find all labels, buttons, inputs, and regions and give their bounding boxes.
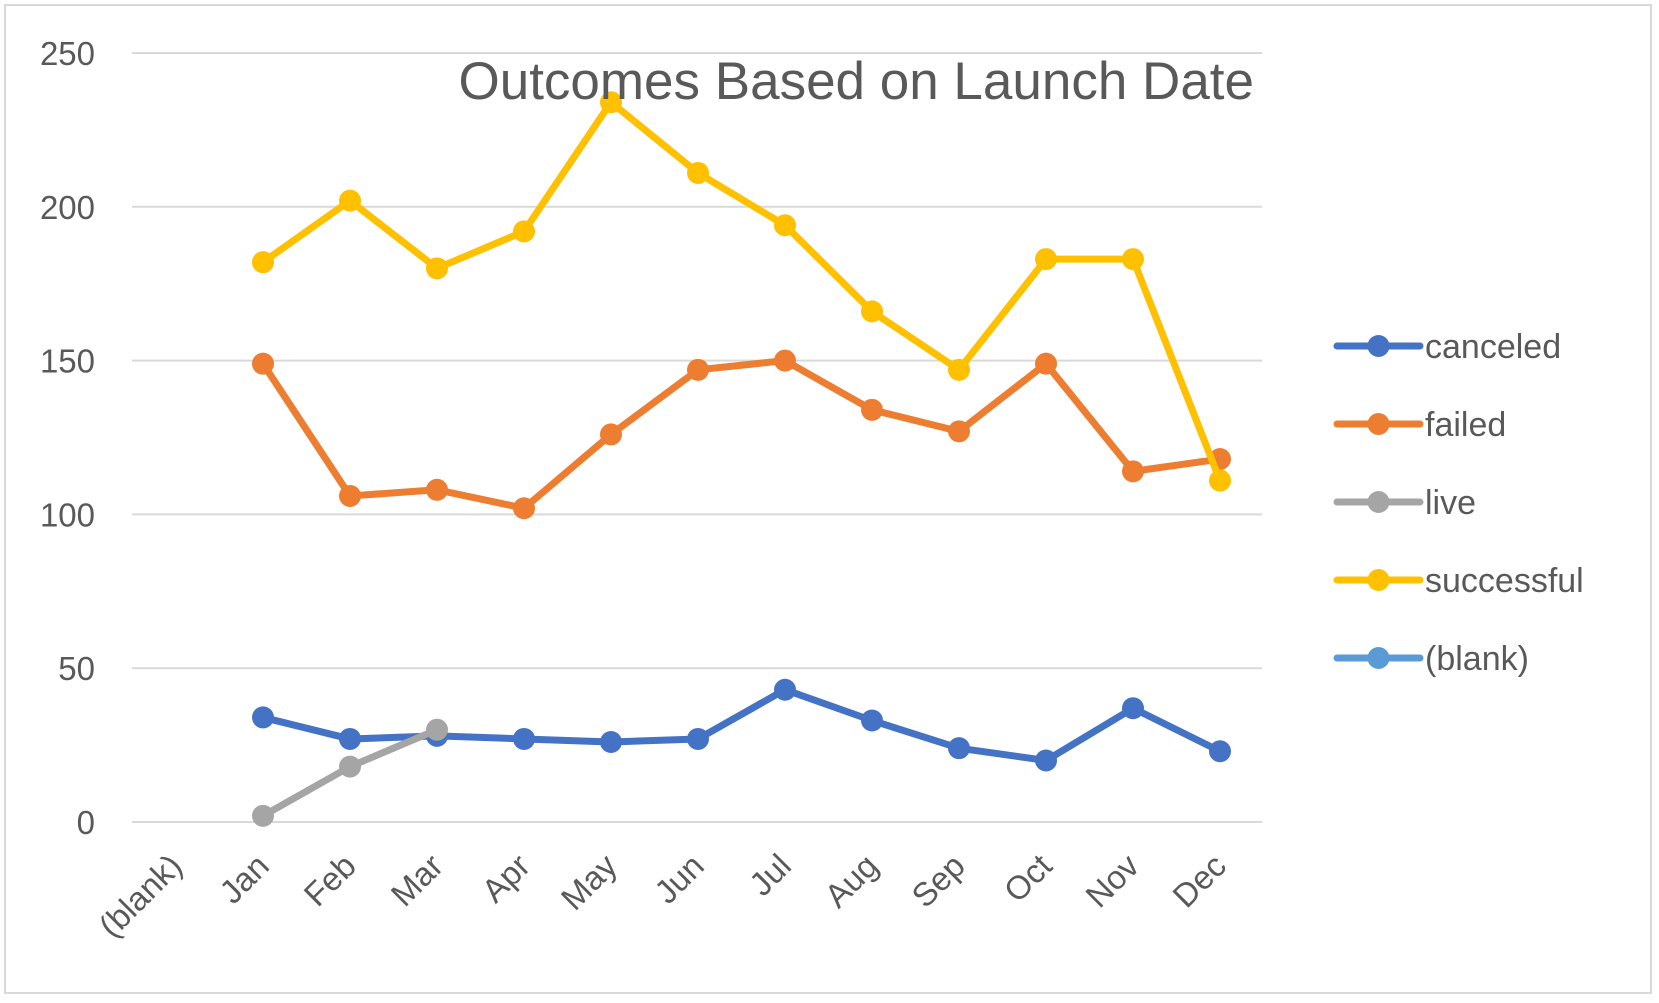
data-point	[339, 484, 361, 507]
data-point	[861, 709, 883, 732]
data-point	[513, 497, 535, 520]
x-tick-label: Apr	[474, 847, 536, 909]
x-axis: (blank) Jan Feb Mar Apr May Jun Jul Aug Sep Oct Nov…	[91, 846, 1232, 944]
series-canceled	[252, 678, 1231, 772]
y-tick-label: 100	[40, 496, 95, 533]
y-tick-label: 150	[40, 343, 95, 380]
data-point	[774, 349, 796, 372]
legend-marker	[1367, 335, 1390, 357]
x-tick-label: Jan	[212, 847, 276, 911]
data-point	[1035, 749, 1057, 772]
data-point	[948, 358, 970, 381]
legend-label: failed	[1425, 406, 1506, 444]
data-point	[426, 718, 448, 741]
x-tick-label: Oct	[996, 847, 1058, 909]
y-axis: 0 50 100 150 200 250	[40, 35, 95, 841]
data-point	[513, 220, 535, 243]
data-point	[687, 727, 709, 750]
y-tick-label: 200	[40, 189, 95, 226]
data-point	[1122, 248, 1144, 271]
x-tick-label: Jul	[742, 847, 798, 903]
legend-marker	[1367, 491, 1390, 513]
legend-marker	[1367, 569, 1390, 591]
series-line	[259, 98, 1224, 485]
data-point	[948, 420, 970, 443]
data-point	[861, 300, 883, 323]
data-point	[600, 731, 622, 754]
legend: canceled failed live successful (blank)	[1333, 328, 1584, 678]
plot-series	[252, 91, 1231, 827]
data-point	[687, 358, 709, 381]
data-point	[339, 727, 361, 750]
data-point	[948, 737, 970, 760]
series-line	[259, 686, 1224, 764]
x-tick-label: Dec	[1165, 847, 1233, 915]
legend-item: successful	[1333, 562, 1584, 600]
legend-item: canceled	[1333, 328, 1561, 366]
data-point	[1035, 248, 1057, 271]
x-tick-label: May	[554, 846, 625, 917]
data-point	[252, 804, 274, 827]
legend-item: (blank)	[1333, 640, 1529, 678]
data-point	[252, 706, 274, 729]
legend-label: canceled	[1425, 328, 1561, 366]
legend-label: (blank)	[1425, 640, 1529, 678]
data-point	[1209, 740, 1231, 763]
data-point	[426, 478, 448, 501]
legend-label: successful	[1425, 562, 1584, 600]
data-point	[774, 678, 796, 701]
series-failed	[252, 349, 1231, 520]
data-point	[1035, 352, 1057, 375]
x-tick-label: (blank)	[91, 847, 188, 944]
data-point	[252, 251, 274, 274]
legend-marker	[1367, 413, 1390, 435]
data-point	[339, 755, 361, 778]
chart-title: Outcomes Based on Launch Date	[459, 52, 1255, 111]
legend-item: live	[1333, 484, 1476, 522]
series-line	[259, 357, 1224, 512]
series-live	[252, 718, 448, 827]
x-tick-label: Jun	[647, 847, 711, 911]
x-tick-label: Sep	[904, 847, 972, 915]
data-point	[1122, 697, 1144, 720]
data-point	[1122, 460, 1144, 483]
x-tick-label: Nov	[1078, 846, 1146, 914]
data-point	[426, 257, 448, 280]
y-tick-label: 50	[58, 650, 95, 687]
legend-item: failed	[1333, 406, 1506, 444]
data-point	[600, 91, 622, 114]
legend-marker	[1367, 647, 1390, 669]
data-point	[339, 189, 361, 212]
data-point	[687, 161, 709, 184]
series-successful	[252, 91, 1231, 492]
data-point	[252, 352, 274, 375]
legend-label: live	[1425, 484, 1476, 522]
data-point	[600, 423, 622, 446]
data-point	[861, 398, 883, 421]
x-tick-label: Mar	[384, 847, 450, 913]
x-tick-label: Feb	[297, 847, 363, 913]
x-tick-label: Aug	[817, 847, 885, 915]
y-tick-label: 0	[77, 804, 95, 841]
data-point	[774, 214, 796, 237]
gridlines	[132, 52, 1262, 823]
data-point	[1209, 469, 1231, 492]
data-point	[513, 727, 535, 750]
y-tick-label: 250	[40, 35, 95, 72]
